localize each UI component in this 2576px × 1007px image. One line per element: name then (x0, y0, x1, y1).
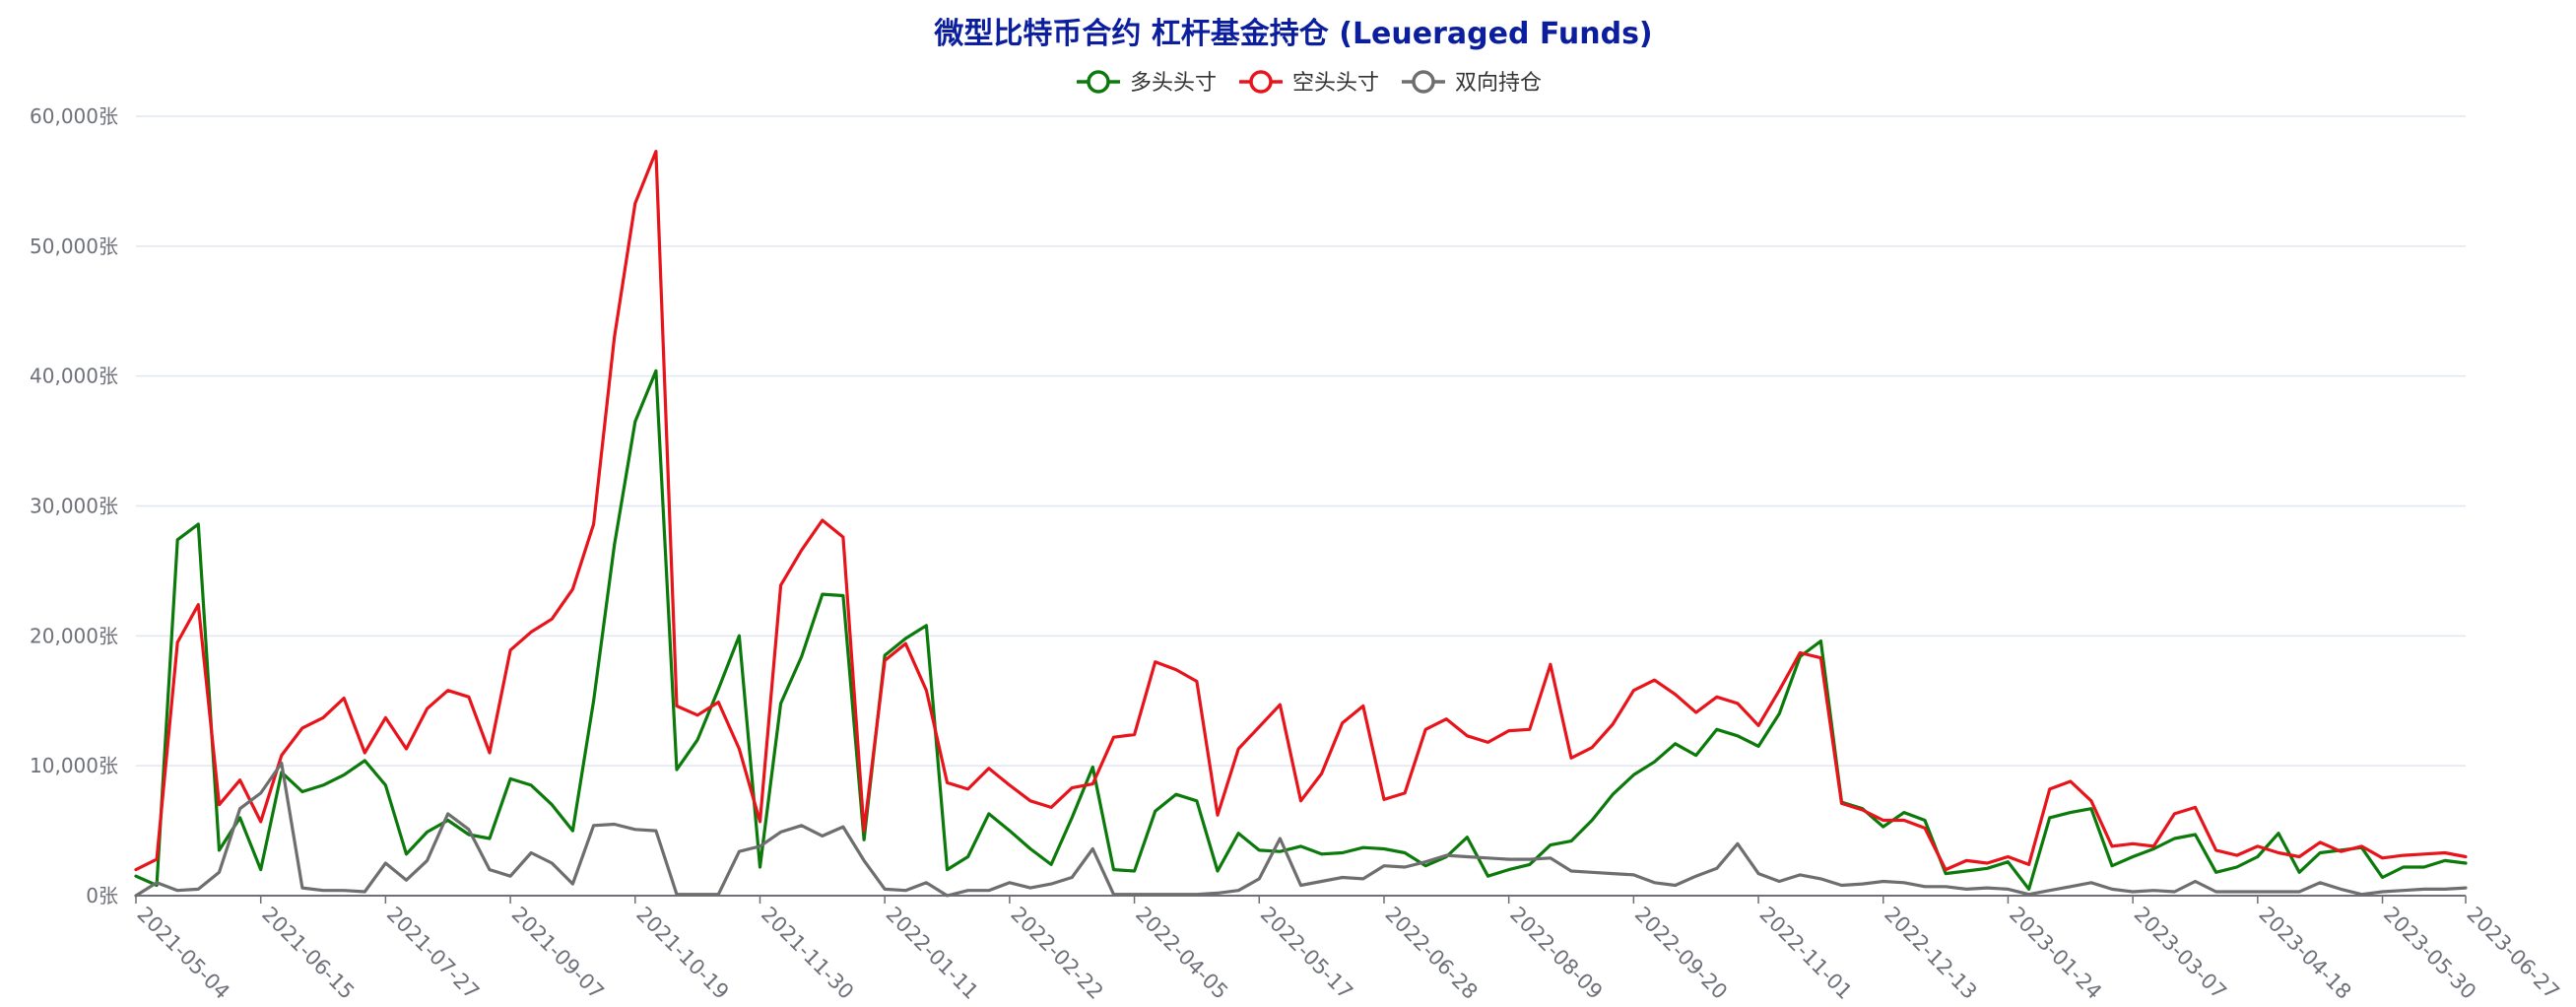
y-axis: 0张 10,000张 20,000张 30,000张 40,000张 50,000张 60,… (30, 104, 118, 907)
x-tick-label: 2022-11-01 (1755, 903, 1857, 1004)
x-tick-label: 2022-05-17 (1256, 903, 1357, 1004)
legend-marker-icon (1249, 70, 1273, 94)
x-tick-label: 2021-07-27 (382, 903, 484, 1004)
y-tick-label: 30,000张 (30, 495, 118, 518)
legend-item-0[interactable]: 多头头寸 (1077, 70, 1217, 96)
y-tick-label: 60,000张 (30, 104, 118, 128)
y-tick-label: 10,000张 (30, 754, 118, 777)
x-tick-label: 2022-12-13 (1880, 903, 1981, 1004)
series-line-2 (134, 761, 2468, 898)
legend-item-1[interactable]: 空头头寸 (1239, 70, 1379, 96)
x-tick-label: 2022-06-28 (1380, 903, 1482, 1004)
series-lines (134, 150, 2468, 898)
legend-label: 空头头寸 (1292, 71, 1379, 96)
x-tick-label: 2021-11-30 (757, 903, 858, 1004)
chart-title: 微型比特币合约 杠杆基金持仓 (Leueraged Funds) (933, 17, 1652, 51)
x-tick-label: 2021-06-15 (257, 903, 359, 1004)
series-line-0 (134, 369, 2468, 892)
series-line-1 (134, 150, 2468, 872)
legend-marker-icon (1412, 70, 1435, 94)
x-tick-label: 2022-02-22 (1006, 903, 1107, 1004)
y-tick-label: 40,000张 (30, 365, 118, 388)
x-tick-label: 2022-04-05 (1131, 903, 1232, 1004)
x-tick-label: 2021-05-04 (132, 903, 233, 1004)
x-tick-label: 2022-01-11 (882, 903, 983, 1004)
grid-lines (136, 115, 2466, 767)
x-tick-label: 2023-03-07 (2130, 903, 2231, 1004)
y-tick-label: 0张 (86, 884, 118, 907)
x-tick-label: 2023-01-24 (2005, 903, 2106, 1004)
x-tick-label: 2023-04-18 (2254, 903, 2355, 1004)
y-tick-label: 20,000张 (30, 624, 118, 647)
x-axis: 2021-05-04 2021-06-15 2021-07-27 2021-09-07… (132, 895, 2564, 1004)
legend-marker-icon (1087, 70, 1110, 94)
legend[interactable]: 多头头寸 空头头寸 双向持仓 (1077, 70, 1542, 96)
legend-item-2[interactable]: 双向持仓 (1402, 70, 1542, 96)
legend-label: 多头头寸 (1130, 71, 1217, 96)
legend-label: 双向持仓 (1455, 71, 1542, 96)
x-tick-label: 2022-08-09 (1505, 903, 1607, 1004)
x-tick-label: 2021-10-19 (631, 903, 733, 1004)
y-tick-label: 50,000张 (30, 235, 118, 258)
x-tick-label: 2022-09-20 (1630, 903, 1732, 1004)
x-tick-label: 2021-09-07 (507, 903, 609, 1004)
